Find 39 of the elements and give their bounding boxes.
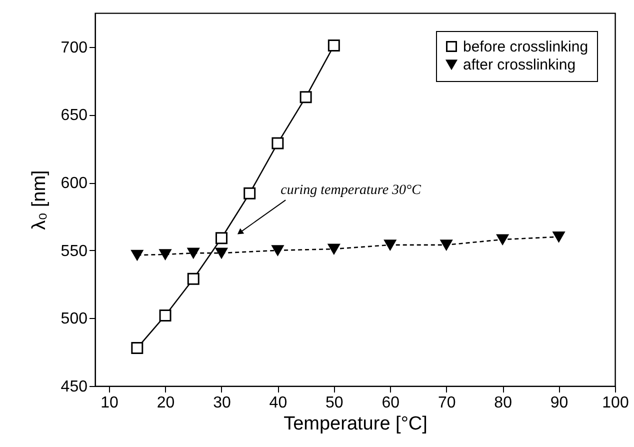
point [328, 244, 340, 254]
y-tick-label: 700 [60, 39, 88, 56]
point [272, 137, 284, 150]
point [131, 250, 144, 260]
annotation: curing temperature 30°C [280, 183, 422, 198]
point [187, 272, 200, 285]
y-tick-label: 550 [60, 242, 88, 260]
x-tick-label: 90 [550, 394, 568, 412]
legend-label: after crosslinking [463, 56, 576, 74]
x-axis-title: Temperature [°C] [284, 414, 428, 434]
point [215, 248, 228, 258]
x-tick-label: 50 [326, 394, 344, 412]
point [328, 40, 340, 52]
x-tick-label: 40 [269, 394, 288, 412]
point [384, 240, 396, 250]
point [187, 248, 200, 258]
x-tick-label: 10 [100, 394, 119, 412]
point [131, 342, 144, 354]
x-tick-label: 20 [156, 394, 175, 412]
y-tick-label: 450 [60, 378, 88, 396]
point [552, 232, 565, 242]
point [215, 232, 228, 244]
point [159, 309, 172, 322]
point [300, 91, 312, 104]
legend-label: before crosslinking [463, 38, 588, 56]
y-tick-label: 650 [60, 107, 88, 124]
point [440, 240, 452, 250]
x-tick-label: 80 [494, 394, 512, 412]
point [496, 234, 509, 245]
point [159, 249, 172, 260]
y-tick-label: 600 [60, 175, 88, 192]
point [244, 187, 256, 200]
x-tick-label: 30 [213, 394, 231, 412]
y-axis-title: λ₀ [nm] [28, 170, 50, 230]
x-tick-label: 70 [438, 394, 456, 412]
y-tick-label: 500 [60, 310, 88, 328]
x-tick-label: 60 [382, 394, 400, 412]
x-tick-label: 100 [602, 394, 629, 412]
point [272, 245, 284, 256]
